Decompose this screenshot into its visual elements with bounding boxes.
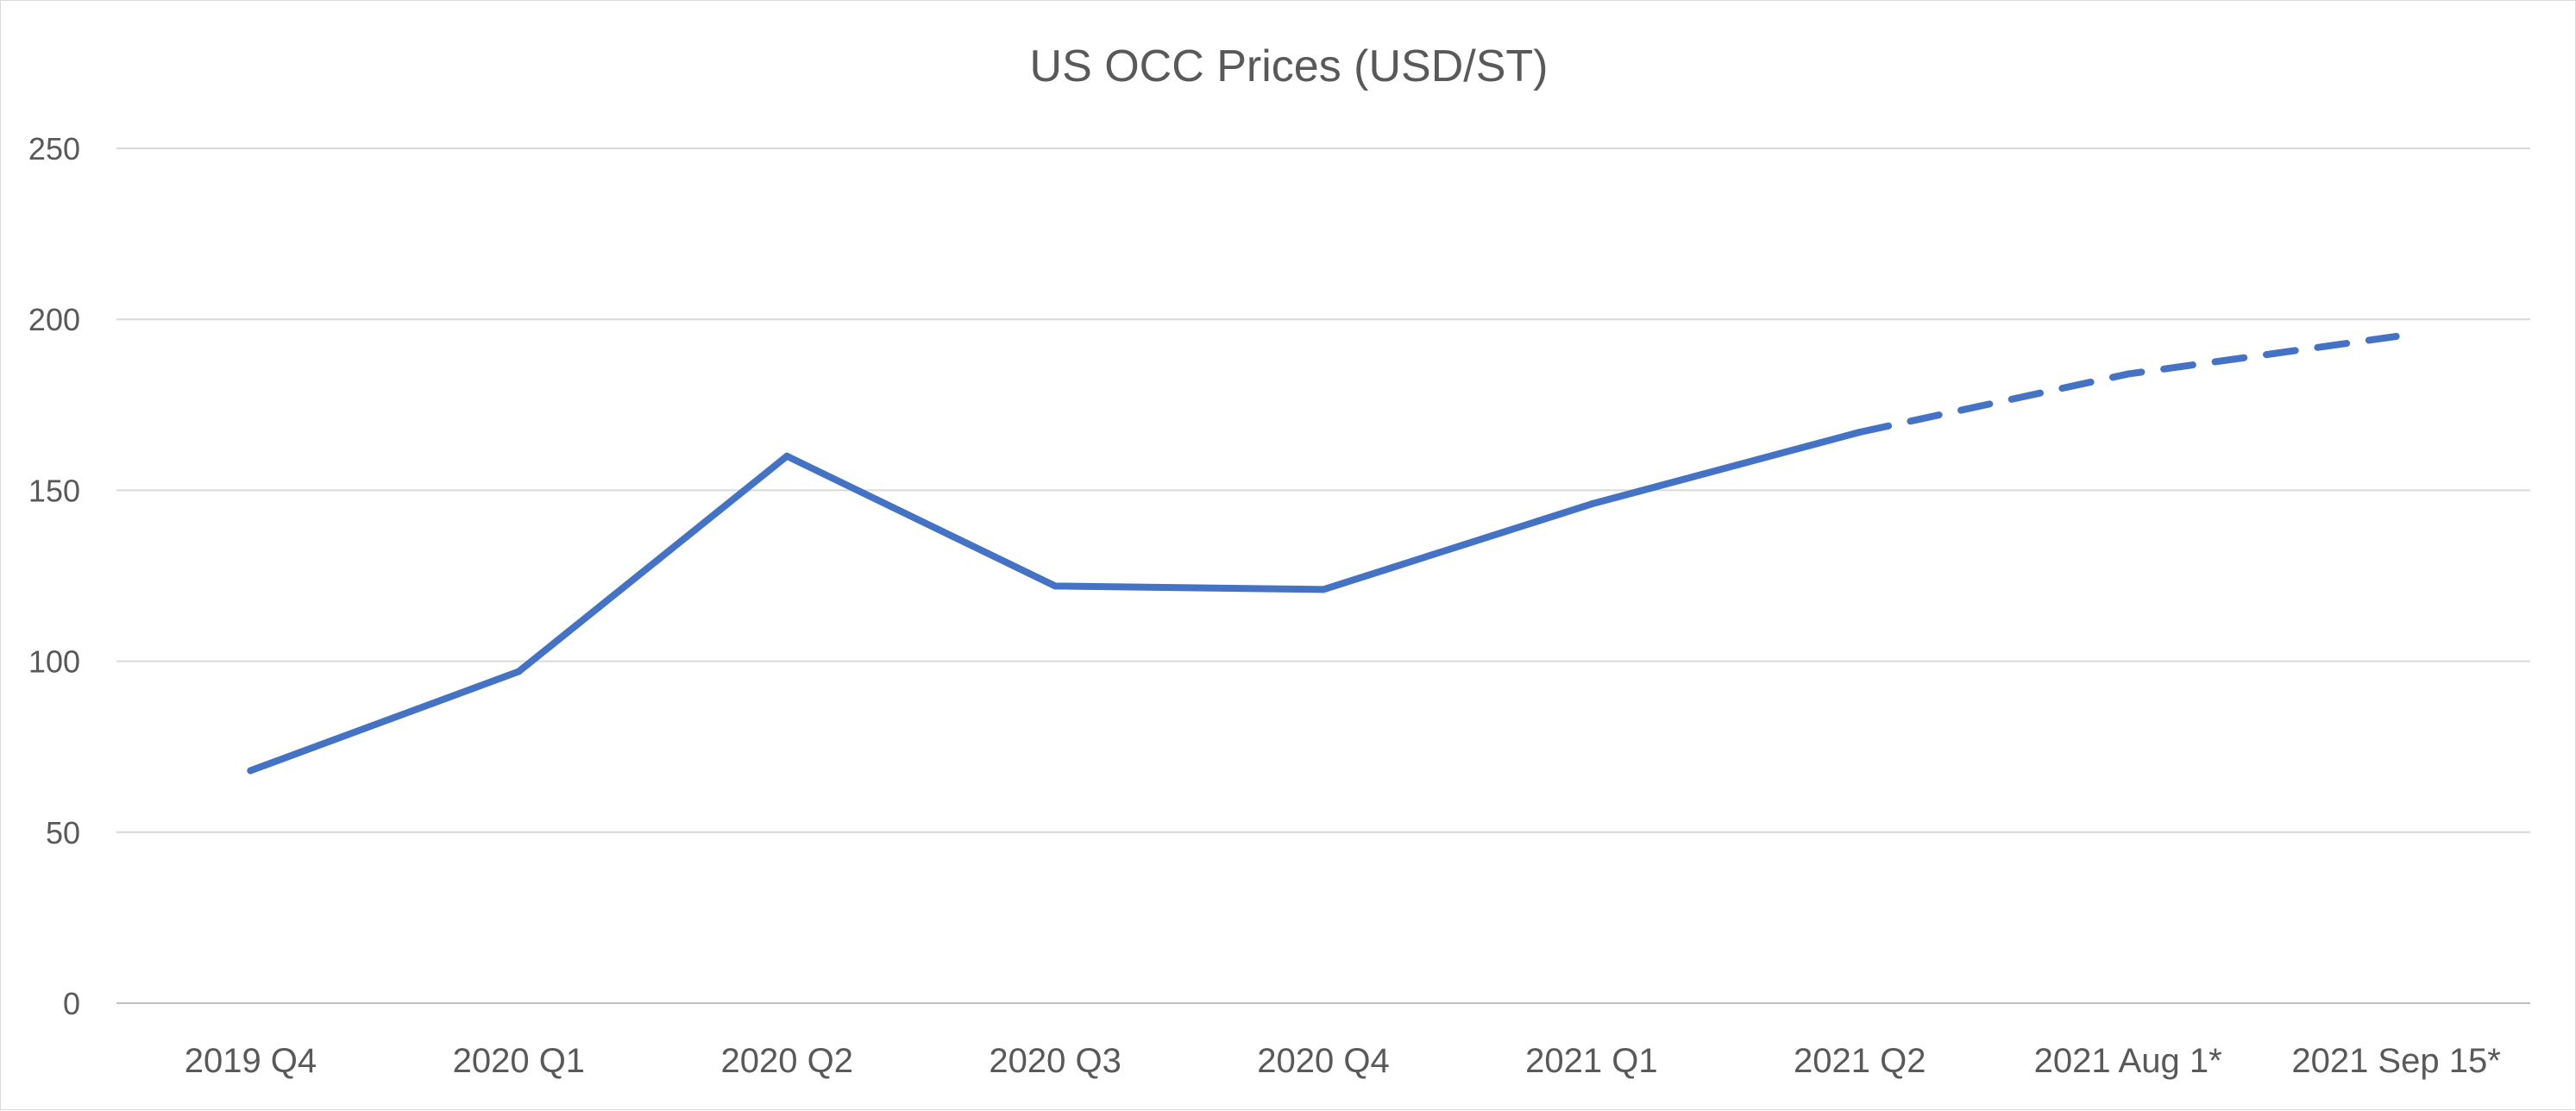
y-tick-label: 250 [28,131,80,166]
data-point [2124,370,2132,378]
series-line-actual [247,429,1863,775]
x-tick-label: 2020 Q2 [720,1042,852,1080]
data-point [2392,333,2400,341]
x-tick-label: 2021 Q1 [1525,1042,1657,1080]
x-tick-label: 2021 Sep 15* [2291,1042,2500,1080]
y-tick-label: 200 [28,302,80,337]
y-tick-label: 100 [28,644,80,680]
series-line-projected [1856,333,2400,436]
y-tick-label: 0 [63,986,80,1021]
chart-title: US OCC Prices (USD/ST) [1030,41,1549,91]
x-tick-label: 2021 Q2 [1794,1042,1926,1080]
x-tick-label: 2020 Q4 [1257,1042,1389,1080]
data-point [1052,582,1059,590]
x-tick-label: 2019 Q4 [185,1042,317,1080]
data-point [515,668,523,675]
y-tick-label: 50 [46,815,80,851]
data-point [1856,429,1863,436]
data-point [1320,586,1327,593]
data-point [1587,500,1595,508]
x-tick-label: 2020 Q3 [989,1042,1121,1080]
data-point [247,767,254,775]
x-tick-label: 2021 Aug 1* [2034,1042,2222,1080]
y-tick-label: 150 [28,473,80,508]
x-tick-label: 2020 Q1 [453,1042,585,1080]
data-point [783,452,791,460]
